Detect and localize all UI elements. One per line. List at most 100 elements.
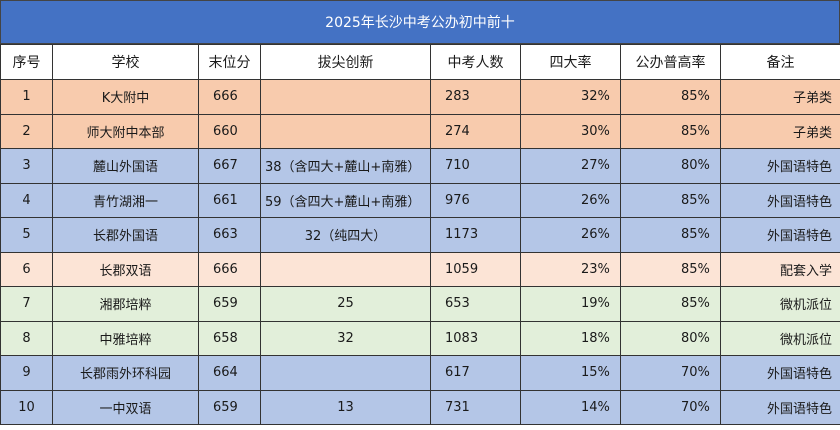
cell-count: 1059 xyxy=(430,251,521,287)
table-title: 2025年长沙中考公办初中前十 xyxy=(0,0,840,44)
cell-rate4: 26% xyxy=(520,182,621,218)
cell-count: 283 xyxy=(430,79,521,115)
cell-bonus: 32 xyxy=(260,320,431,356)
cell-count: 731 xyxy=(430,389,521,425)
cell-bonus xyxy=(260,251,431,287)
header-row: 序号 学校 末位分 拔尖创新 中考人数 四大率 公办普高率 备注 xyxy=(0,44,840,80)
cell-bonus: 59（含四大+麓山+南雅） xyxy=(260,182,431,218)
cell-score: 664 xyxy=(198,355,261,391)
cell-score: 659 xyxy=(198,286,261,322)
cell-school: 长郡双语 xyxy=(52,251,199,287)
table-row: 1 K大附中 666 283 32% 85% 子弟类 xyxy=(0,79,840,115)
cell-rate4: 26% xyxy=(520,217,621,253)
cell-note: 外国语特色 xyxy=(720,355,840,391)
cell-no: 9 xyxy=(0,355,53,391)
cell-note: 微机派位 xyxy=(720,286,840,322)
cell-note: 外国语特色 xyxy=(720,217,840,253)
table-row: 7 湘郡培粹 659 25 653 19% 85% 微机派位 xyxy=(0,286,840,322)
cell-bonus: 25 xyxy=(260,286,431,322)
header-count: 中考人数 xyxy=(430,44,521,80)
cell-public-rate: 85% xyxy=(620,286,721,322)
cell-rate4: 15% xyxy=(520,355,621,391)
cell-bonus: 32（纯四大） xyxy=(260,217,431,253)
table-row: 3 麓山外国语 667 38（含四大+麓山+南雅） 710 27% 80% 外国语特色 xyxy=(0,148,840,184)
cell-no: 3 xyxy=(0,148,53,184)
cell-school: 长郡雨外环科园 xyxy=(52,355,199,391)
cell-count: 1173 xyxy=(430,217,521,253)
cell-note: 子弟类 xyxy=(720,79,840,115)
cell-score: 661 xyxy=(198,182,261,218)
cell-note: 外国语特色 xyxy=(720,389,840,425)
cell-note: 配套入学 xyxy=(720,251,840,287)
cell-score: 659 xyxy=(198,389,261,425)
cell-no: 6 xyxy=(0,251,53,287)
cell-no: 10 xyxy=(0,389,53,425)
cell-score: 666 xyxy=(198,251,261,287)
cell-public-rate: 85% xyxy=(620,113,721,149)
cell-rate4: 27% xyxy=(520,148,621,184)
cell-no: 8 xyxy=(0,320,53,356)
cell-score: 658 xyxy=(198,320,261,356)
cell-bonus xyxy=(260,355,431,391)
cell-public-rate: 80% xyxy=(620,320,721,356)
cell-bonus xyxy=(260,113,431,149)
cell-school: 一中双语 xyxy=(52,389,199,425)
cell-rate4: 23% xyxy=(520,251,621,287)
cell-score: 660 xyxy=(198,113,261,149)
table-row: 2 师大附中本部 660 274 30% 85% 子弟类 xyxy=(0,113,840,149)
cell-no: 5 xyxy=(0,217,53,253)
cell-no: 1 xyxy=(0,79,53,115)
header-note: 备注 xyxy=(720,44,840,80)
cell-school: 师大附中本部 xyxy=(52,113,199,149)
cell-count: 976 xyxy=(430,182,521,218)
table-row: 10 一中双语 659 13 731 14% 70% 外国语特色 xyxy=(0,389,840,425)
cell-school: 中雅培粹 xyxy=(52,320,199,356)
header-no: 序号 xyxy=(0,44,53,80)
cell-no: 2 xyxy=(0,113,53,149)
cell-count: 710 xyxy=(430,148,521,184)
cell-score: 666 xyxy=(198,79,261,115)
cell-score: 663 xyxy=(198,217,261,253)
table-row: 5 长郡外国语 663 32（纯四大） 1173 26% 85% 外国语特色 xyxy=(0,217,840,253)
cell-count: 274 xyxy=(430,113,521,149)
cell-count: 1083 xyxy=(430,320,521,356)
cell-no: 4 xyxy=(0,182,53,218)
cell-school: 湘郡培粹 xyxy=(52,286,199,322)
cell-bonus xyxy=(260,79,431,115)
header-rate4: 四大率 xyxy=(520,44,621,80)
cell-note: 外国语特色 xyxy=(720,148,840,184)
table-row: 6 长郡双语 666 1059 23% 85% 配套入学 xyxy=(0,251,840,287)
cell-count: 617 xyxy=(430,355,521,391)
ranking-table: 序号 学校 末位分 拔尖创新 中考人数 四大率 公办普高率 备注 1 K大附中 66… xyxy=(0,44,840,425)
cell-rate4: 18% xyxy=(520,320,621,356)
table-row: 4 青竹湖湘一 661 59（含四大+麓山+南雅） 976 26% 85% 外国语特色 xyxy=(0,182,840,218)
cell-no: 7 xyxy=(0,286,53,322)
header-school: 学校 xyxy=(52,44,199,80)
cell-bonus: 38（含四大+麓山+南雅） xyxy=(260,148,431,184)
cell-school: 长郡外国语 xyxy=(52,217,199,253)
cell-public-rate: 85% xyxy=(620,251,721,287)
header-bonus: 拔尖创新 xyxy=(260,44,431,80)
cell-rate4: 32% xyxy=(520,79,621,115)
cell-note: 微机派位 xyxy=(720,320,840,356)
header-public-rate: 公办普高率 xyxy=(620,44,721,80)
cell-public-rate: 80% xyxy=(620,148,721,184)
cell-count: 653 xyxy=(430,286,521,322)
cell-public-rate: 70% xyxy=(620,355,721,391)
cell-score: 667 xyxy=(198,148,261,184)
cell-bonus: 13 xyxy=(260,389,431,425)
cell-rate4: 14% xyxy=(520,389,621,425)
cell-school: 青竹湖湘一 xyxy=(52,182,199,218)
cell-public-rate: 85% xyxy=(620,182,721,218)
cell-rate4: 30% xyxy=(520,113,621,149)
cell-school: 麓山外国语 xyxy=(52,148,199,184)
cell-public-rate: 85% xyxy=(620,217,721,253)
cell-public-rate: 70% xyxy=(620,389,721,425)
table-row: 8 中雅培粹 658 32 1083 18% 80% 微机派位 xyxy=(0,320,840,356)
header-score: 末位分 xyxy=(198,44,261,80)
table-row: 9 长郡雨外环科园 664 617 15% 70% 外国语特色 xyxy=(0,355,840,391)
cell-public-rate: 85% xyxy=(620,79,721,115)
cell-school: K大附中 xyxy=(52,79,199,115)
cell-rate4: 19% xyxy=(520,286,621,322)
